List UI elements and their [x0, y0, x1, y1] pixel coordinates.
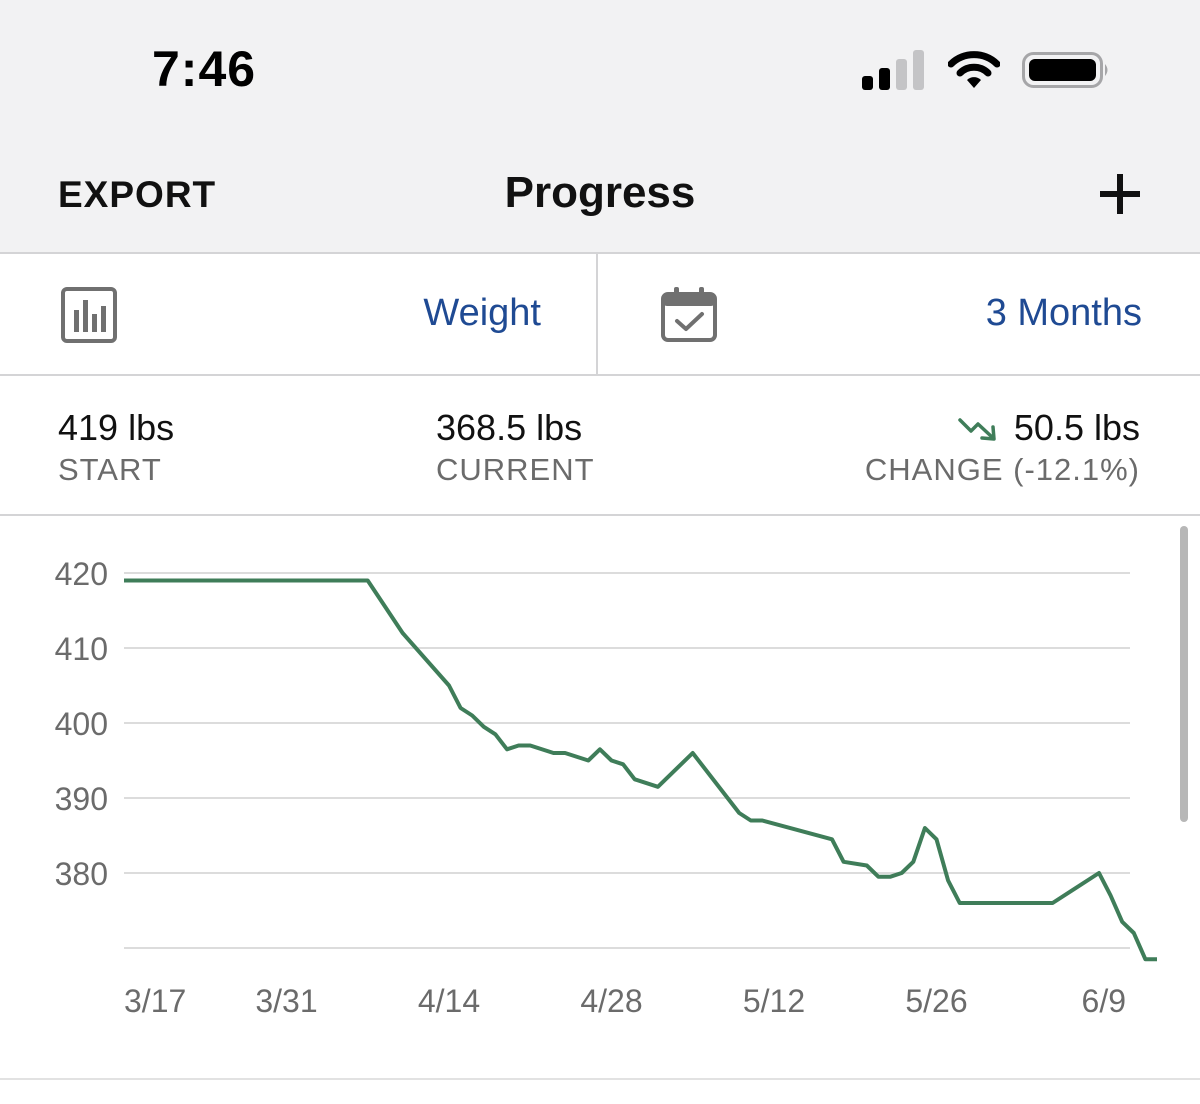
range-value: 3 Months: [985, 292, 1142, 334]
calendar-check-icon: [661, 287, 717, 342]
weight-chart: 420 410 400 390 380 3/17 3/31 4/14 4/28 5/12 5/26 6…: [55, 556, 1157, 1019]
divider: [0, 1078, 1200, 1080]
x-tick-label: 4/28: [580, 983, 642, 1019]
metric-value: Weight: [423, 292, 541, 334]
start-label: START: [58, 452, 162, 487]
stats-row: 419 lbs START 368.5 lbs CURRENT 50.5 lbs…: [0, 376, 1200, 516]
wifi-icon: [948, 51, 1000, 88]
x-tick-label: 3/17: [124, 983, 186, 1019]
status-icons: [862, 50, 1112, 90]
scrollbar[interactable]: [1180, 526, 1188, 822]
nav-bar: EXPORT Progress: [0, 138, 1200, 254]
status-bar: 7:46: [0, 0, 1200, 138]
current-label: CURRENT: [436, 452, 595, 487]
weight-series-line: [124, 578, 1157, 962]
export-button[interactable]: EXPORT: [58, 174, 217, 215]
stat-change: 50.5 lbs CHANGE (-12.1%): [865, 408, 1140, 488]
page-title: Progress: [504, 168, 696, 217]
x-tick-label: 5/26: [905, 983, 967, 1019]
signal-icon: [862, 50, 924, 90]
trend-down-icon: [958, 418, 996, 441]
metric-selector[interactable]: Weight: [0, 254, 598, 374]
change-value: 50.5 lbs: [1013, 407, 1140, 448]
x-tick-label: 6/9: [1082, 983, 1126, 1019]
current-value: 368.5 lbs: [436, 407, 583, 448]
chart-area: 420 410 400 390 380 3/17 3/31 4/14 4/28 5/12 5/26 6…: [0, 518, 1200, 1078]
bar-chart-icon: [61, 287, 117, 343]
selectors-row: Weight 3 Months: [0, 254, 1200, 376]
y-tick-label: 410: [55, 631, 108, 667]
stat-start: 419 lbs START: [58, 408, 174, 488]
battery-icon: [1022, 52, 1108, 88]
x-tick-label: 4/14: [418, 983, 480, 1019]
range-selector[interactable]: 3 Months: [600, 254, 1200, 374]
change-label: CHANGE (-12.1%): [864, 452, 1140, 487]
status-time: 7:46: [152, 41, 257, 97]
x-tick-label: 5/12: [743, 983, 805, 1019]
y-tick-label: 420: [55, 556, 108, 592]
y-tick-label: 400: [55, 706, 108, 742]
x-tick-label: 3/31: [255, 983, 317, 1019]
y-tick-label: 380: [55, 856, 108, 892]
start-value: 419 lbs: [58, 407, 175, 448]
plus-icon[interactable]: [1090, 164, 1150, 224]
stat-current: 368.5 lbs CURRENT: [436, 408, 595, 488]
y-tick-label: 390: [55, 781, 108, 817]
